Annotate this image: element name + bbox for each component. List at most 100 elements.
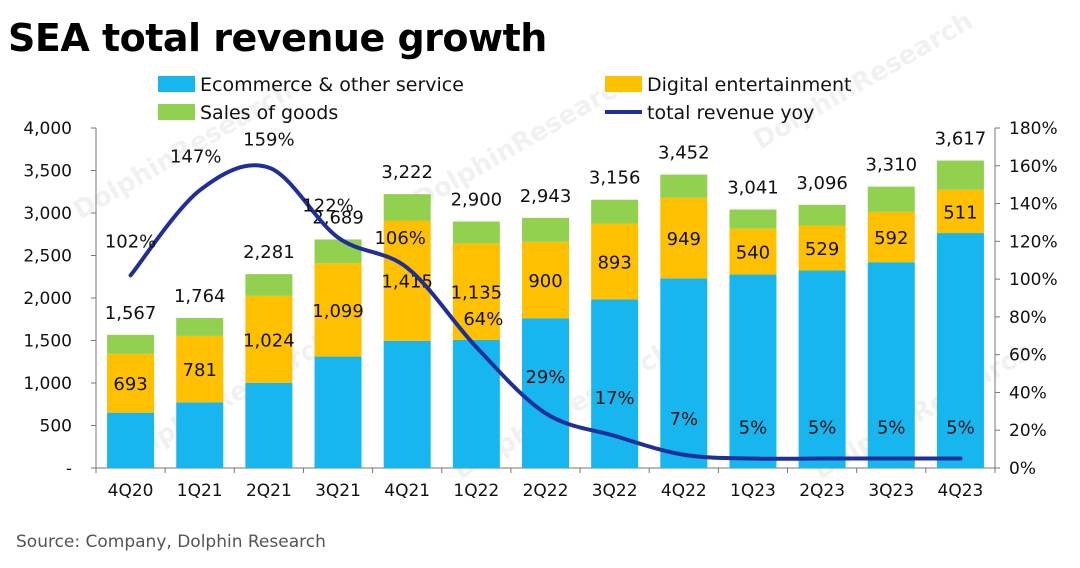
yoy-value-label: 64% [463,309,503,330]
y-left-tick-label: 4,000 [23,119,72,139]
x-tick-label: 4Q20 [108,481,154,501]
bar-sales-of-goods [245,274,293,296]
bar-ecommerce [936,233,984,468]
bar-digital-entertainment [176,335,224,403]
y-right-tick-label: 140% [1009,195,1058,215]
legend-swatch [158,104,195,120]
source-note: Source: Company, Dolphin Research [16,532,326,552]
bar-sales-of-goods [383,194,431,221]
total-value-label: 3,156 [589,168,641,189]
bar-digital-entertainment [314,263,362,357]
y-right-tick-label: 20% [1009,421,1047,441]
digital-value-label: 1,135 [451,283,503,304]
y-right-tick-label: 160% [1009,157,1058,177]
legend-label: Sales of goods [200,102,338,124]
x-tick-label: 2Q23 [799,481,845,501]
y-right-tick-label: 120% [1009,232,1058,252]
yoy-value-label: 106% [374,228,425,249]
total-value-label: 2,900 [451,190,503,211]
bar-sales-of-goods [936,160,984,190]
digital-value-label: 900 [528,271,562,292]
y-left-tick-label: 1,000 [23,374,72,394]
y-right-tick-label: 0% [1009,459,1036,479]
x-tick-label: 3Q22 [592,481,638,501]
bar-sales-of-goods [660,174,708,198]
y-right-tick-label: 180% [1009,119,1058,139]
bar-ecommerce [522,318,569,468]
total-value-label: 1,567 [105,303,157,324]
bar-ecommerce [245,382,293,468]
legend-swatch [605,76,642,92]
bar-sales-of-goods [867,186,915,212]
digital-value-label: 781 [183,360,217,381]
yoy-value-label: 102% [105,231,156,252]
bar-ecommerce [452,339,500,468]
x-tick-label: 4Q21 [384,481,430,501]
yoy-value-label: 147% [170,146,221,167]
y-left-tick-label: 3,000 [23,204,72,224]
bar-ecommerce [107,412,155,468]
digital-value-label: 693 [113,374,147,395]
bar-digital-entertainment [936,189,984,234]
bar-digital-entertainment [867,211,915,263]
y-left-tick-label: 500 [40,417,72,437]
bar-digital-entertainment [729,228,777,275]
x-tick-label: 4Q23 [938,481,984,501]
bar-sales-of-goods [729,209,777,229]
y-left-tick-label: 2,500 [23,247,72,267]
x-tick-label: 1Q21 [177,481,223,501]
bar-sales-of-goods [176,318,224,336]
yoy-value-label: 5% [877,418,906,439]
bar-ecommerce [383,340,431,468]
yoy-value-label: 5% [808,418,837,439]
yoy-value-label: 29% [525,367,565,388]
y-left-tick-label: - [66,459,72,479]
yoy-value-label: 5% [946,418,975,439]
digital-value-label: 540 [736,243,770,264]
bar-digital-entertainment [245,295,293,383]
bar-sales-of-goods [798,204,846,226]
x-tick-label: 2Q21 [246,481,292,501]
y-left-tick-label: 3,500 [23,162,72,182]
x-tick-label: 1Q23 [730,481,776,501]
y-right-tick-label: 60% [1009,346,1047,366]
bar-ecommerce [798,270,846,468]
yoy-value-label: 159% [243,130,294,151]
legend-swatch [158,76,195,92]
bar-ecommerce [176,402,224,468]
digital-value-label: 893 [597,252,631,273]
bar-digital-entertainment [591,223,639,300]
digital-value-label: 949 [667,229,701,250]
y-right-tick-label: 100% [1009,270,1058,290]
y-right-tick-label: 40% [1009,383,1047,403]
bar-sales-of-goods [522,217,569,242]
total-value-label: 3,096 [796,173,848,194]
yoy-line [128,163,963,461]
y-left-tick-label: 2,000 [23,289,72,309]
yoy-value-label: 17% [595,388,635,409]
digital-value-label: 1,415 [381,272,433,293]
yoy-value-label: 7% [670,409,699,430]
x-tick-label: 1Q22 [453,481,499,501]
bar-digital-entertainment [522,241,569,319]
x-tick-label: 3Q23 [868,481,914,501]
digital-value-label: 529 [805,239,839,260]
bar-ecommerce [660,278,708,468]
digital-value-label: 1,024 [243,330,295,351]
x-tick-label: 3Q21 [315,481,361,501]
legend-label: total revenue yoy [647,102,814,124]
bar-sales-of-goods [107,334,155,354]
total-value-label: 2,281 [243,242,295,263]
total-value-label: 3,452 [658,143,710,164]
bar-ecommerce [729,274,777,468]
chart-title: SEA total revenue growth [8,16,547,60]
x-tick-label: 2Q22 [523,481,569,501]
bar-digital-entertainment [107,353,155,413]
x-tick-label: 4Q22 [661,481,707,501]
yoy-value-label: 5% [739,418,768,439]
y-right-tick-label: 80% [1009,308,1047,328]
legend-label: Ecommerce & other service [200,74,464,96]
bar-sales-of-goods [314,239,362,264]
